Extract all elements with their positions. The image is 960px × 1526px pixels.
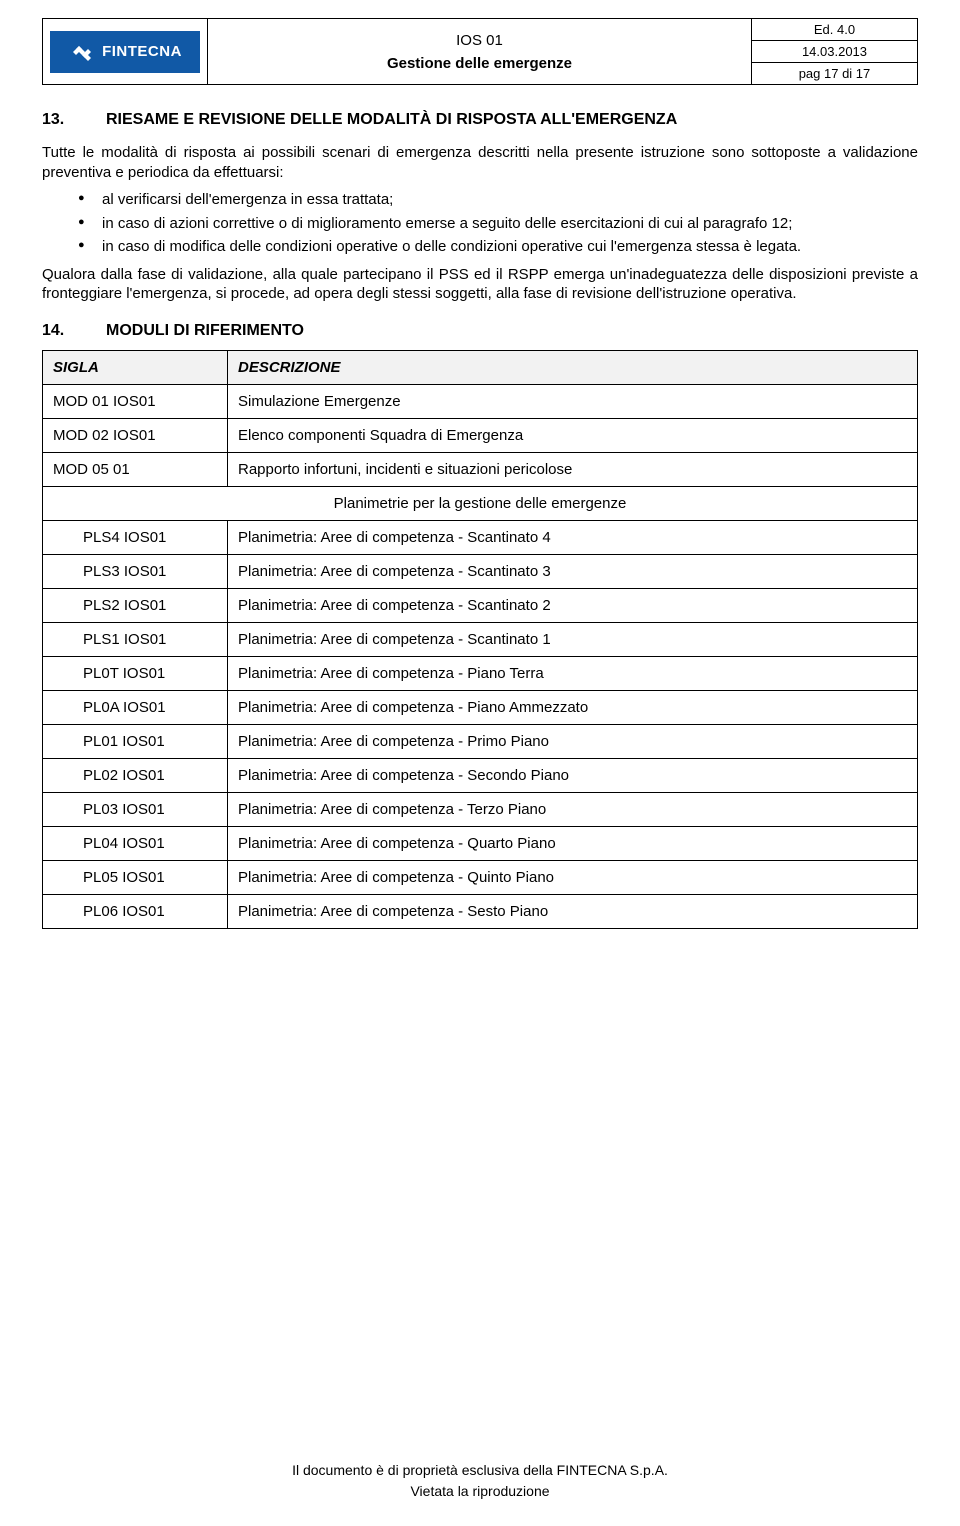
cell-descrizione: Planimetria: Aree di competenza - Scanti…	[228, 588, 918, 622]
table-row: PL01 IOS01Planimetria: Aree di competenz…	[43, 724, 918, 758]
cell-sigla: PL06 IOS01	[43, 894, 228, 928]
cell-descrizione: Planimetria: Aree di competenza - Terzo …	[228, 792, 918, 826]
page-footer: Il documento è di proprietà esclusiva de…	[0, 1460, 960, 1502]
cell-descrizione: Elenco componenti Squadra di Emergenza	[228, 418, 918, 452]
section-13-heading: 13. RIESAME E REVISIONE DELLE MODALITÀ D…	[42, 111, 918, 129]
cell-descrizione: Planimetria: Aree di competenza - Scanti…	[228, 554, 918, 588]
cell-sigla: PLS3 IOS01	[43, 554, 228, 588]
cell-sigla: PL04 IOS01	[43, 826, 228, 860]
cell-sigla: PL0T IOS01	[43, 656, 228, 690]
table-row: PL06 IOS01Planimetria: Aree di competenz…	[43, 894, 918, 928]
table-subhead-row: Planimetrie per la gestione delle emerge…	[43, 486, 918, 520]
cell-descrizione: Simulazione Emergenze	[228, 384, 918, 418]
cell-descrizione: Planimetria: Aree di competenza - Primo …	[228, 724, 918, 758]
cell-sigla: PL01 IOS01	[43, 724, 228, 758]
table-row: PL02 IOS01Planimetria: Aree di competenz…	[43, 758, 918, 792]
company-logo: FINTECNA	[50, 31, 200, 73]
section-14-num: 14.	[42, 322, 78, 340]
table-row: PLS3 IOS01Planimetria: Aree di competenz…	[43, 554, 918, 588]
cell-descrizione: Rapporto infortuni, incidenti e situazio…	[228, 452, 918, 486]
doc-title: Gestione delle emergenze	[387, 55, 572, 72]
document-header: FINTECNA IOS 01 Gestione delle emergenze…	[42, 18, 918, 85]
col-sigla: SIGLA	[43, 350, 228, 384]
section-14-title: MODULI DI RIFERIMENTO	[106, 322, 304, 340]
cell-descrizione: Planimetria: Aree di competenza - Sesto …	[228, 894, 918, 928]
cell-sigla: PLS1 IOS01	[43, 622, 228, 656]
col-descrizione: DESCRIZIONE	[228, 350, 918, 384]
cell-sigla: PL0A IOS01	[43, 690, 228, 724]
logo-cell: FINTECNA	[43, 19, 208, 84]
section-13-outro: Qualora dalla fase di validazione, alla …	[42, 265, 918, 304]
planimetrie-subhead: Planimetrie per la gestione delle emerge…	[43, 486, 918, 520]
cell-descrizione: Planimetria: Aree di competenza - Quarto…	[228, 826, 918, 860]
cell-sigla: PL02 IOS01	[43, 758, 228, 792]
doc-edition: Ed. 4.0	[752, 19, 917, 41]
table-row: PLS2 IOS01Planimetria: Aree di competenz…	[43, 588, 918, 622]
table-row: MOD 01 IOS01Simulazione Emergenze	[43, 384, 918, 418]
section-13-bullets: al verificarsi dell'emergenza in essa tr…	[42, 190, 918, 257]
logo-text: FINTECNA	[102, 43, 182, 60]
logo-icon	[68, 41, 96, 63]
cell-sigla: MOD 05 01	[43, 452, 228, 486]
cell-sigla: PLS2 IOS01	[43, 588, 228, 622]
header-right: Ed. 4.0 14.03.2013 pag 17 di 17	[752, 19, 917, 84]
footer-line-1: Il documento è di proprietà esclusiva de…	[0, 1460, 960, 1481]
table-row: PL0T IOS01Planimetria: Aree di competenz…	[43, 656, 918, 690]
cell-sigla: PL03 IOS01	[43, 792, 228, 826]
bullet-item: al verificarsi dell'emergenza in essa tr…	[78, 190, 918, 210]
cell-sigla: PLS4 IOS01	[43, 520, 228, 554]
table-row: MOD 05 01Rapporto infortuni, incidenti e…	[43, 452, 918, 486]
footer-line-2: Vietata la riproduzione	[0, 1481, 960, 1502]
table-header-row: SIGLA DESCRIZIONE	[43, 350, 918, 384]
table-row: MOD 02 IOS01Elenco componenti Squadra di…	[43, 418, 918, 452]
section-14-heading: 14. MODULI DI RIFERIMENTO	[42, 322, 918, 340]
bullet-item: in caso di modifica delle condizioni ope…	[78, 237, 918, 257]
section-13-num: 13.	[42, 111, 78, 129]
table-row: PLS1 IOS01Planimetria: Aree di competenz…	[43, 622, 918, 656]
section-13-intro: Tutte le modalità di risposta ai possibi…	[42, 143, 918, 182]
section-13-title: RIESAME E REVISIONE DELLE MODALITÀ DI RI…	[106, 111, 677, 129]
cell-descrizione: Planimetria: Aree di competenza - Second…	[228, 758, 918, 792]
table-row: PL05 IOS01Planimetria: Aree di competenz…	[43, 860, 918, 894]
table-row: PL04 IOS01Planimetria: Aree di competenz…	[43, 826, 918, 860]
cell-sigla: MOD 01 IOS01	[43, 384, 228, 418]
cell-descrizione: Planimetria: Aree di competenza - Scanti…	[228, 622, 918, 656]
doc-date: 14.03.2013	[752, 41, 917, 63]
table-row: PLS4 IOS01Planimetria: Aree di competenz…	[43, 520, 918, 554]
table-row: PL03 IOS01Planimetria: Aree di competenz…	[43, 792, 918, 826]
doc-code: IOS 01	[456, 32, 503, 49]
modules-table: SIGLA DESCRIZIONE MOD 01 IOS01Simulazion…	[42, 350, 918, 929]
header-center: IOS 01 Gestione delle emergenze	[208, 19, 752, 84]
cell-descrizione: Planimetria: Aree di competenza - Piano …	[228, 690, 918, 724]
cell-descrizione: Planimetria: Aree di competenza - Scanti…	[228, 520, 918, 554]
table-row: PL0A IOS01Planimetria: Aree di competenz…	[43, 690, 918, 724]
cell-descrizione: Planimetria: Aree di competenza - Quinto…	[228, 860, 918, 894]
cell-sigla: MOD 02 IOS01	[43, 418, 228, 452]
bullet-item: in caso di azioni correttive o di miglio…	[78, 214, 918, 234]
cell-descrizione: Planimetria: Aree di competenza - Piano …	[228, 656, 918, 690]
cell-sigla: PL05 IOS01	[43, 860, 228, 894]
doc-page: pag 17 di 17	[752, 63, 917, 84]
